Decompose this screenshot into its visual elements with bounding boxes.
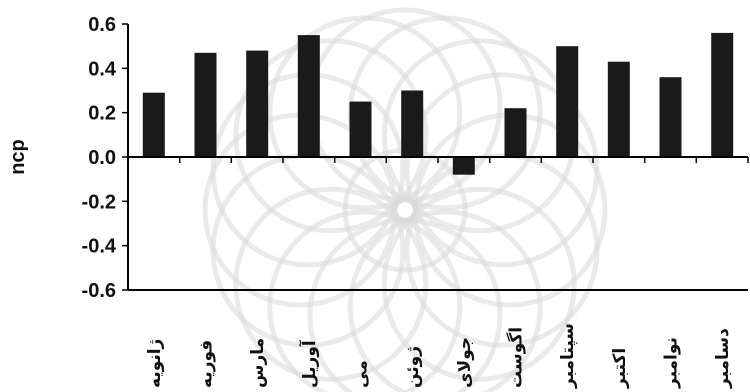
x-category-label: دسامبر — [713, 328, 733, 389]
bar-4 — [297, 35, 320, 157]
watermark-arc — [347, 209, 543, 392]
watermark-arc — [233, 38, 429, 234]
bar-12 — [711, 32, 734, 157]
watermark-arc — [381, 186, 577, 382]
bar-6 — [401, 90, 424, 157]
x-category-label: فوریه — [197, 340, 217, 388]
bar-1 — [142, 92, 165, 157]
bar-7 — [452, 157, 475, 175]
watermark-arc — [267, 209, 463, 392]
bar-11 — [659, 77, 682, 157]
bar-5 — [349, 101, 372, 157]
bar-10 — [607, 61, 630, 158]
x-category-label: آوریل — [298, 339, 320, 388]
x-category-label: جولای — [455, 337, 475, 388]
bar-3 — [246, 50, 269, 157]
bars-layer — [142, 32, 734, 175]
bar-9 — [556, 46, 579, 158]
y-tick-layer: 0.6 0.4 0.2 0.0 -0.2 -0.4 -0.6 — [82, 14, 128, 302]
y-tick-label: -0.2 — [82, 191, 116, 213]
watermark-arc — [233, 186, 429, 382]
x-label-layer: ژانویه فوریه مارس آوریل می ژوئن جولای اگوست سپتا… — [145, 323, 733, 389]
y-tick-label: 0.6 — [88, 14, 116, 36]
bar-8 — [504, 108, 527, 157]
y-tick-label: 0.0 — [88, 147, 116, 169]
x-category-label: ژوئن — [403, 346, 423, 388]
watermark-arc — [404, 152, 600, 348]
y-tick-label: 0.4 — [88, 58, 117, 80]
x-category-label: اگوست — [506, 327, 527, 388]
x-category-label: می — [352, 360, 372, 388]
y-tick-label: -0.4 — [82, 236, 117, 258]
x-category-label: سپتامبر — [558, 323, 578, 389]
y-tick-label: 0.2 — [88, 103, 116, 125]
bar-2 — [194, 52, 217, 157]
y-tick-label: -0.6 — [82, 280, 116, 302]
x-category-label: اکتبر — [610, 348, 630, 389]
y-axis-title: ncp — [7, 139, 29, 175]
x-category-label: ژانویه — [145, 339, 165, 388]
x-category-label: نوامبر — [662, 337, 682, 389]
watermark-logo — [202, 7, 608, 392]
watermark-arc — [404, 72, 600, 268]
x-category-label: مارس — [248, 338, 268, 388]
